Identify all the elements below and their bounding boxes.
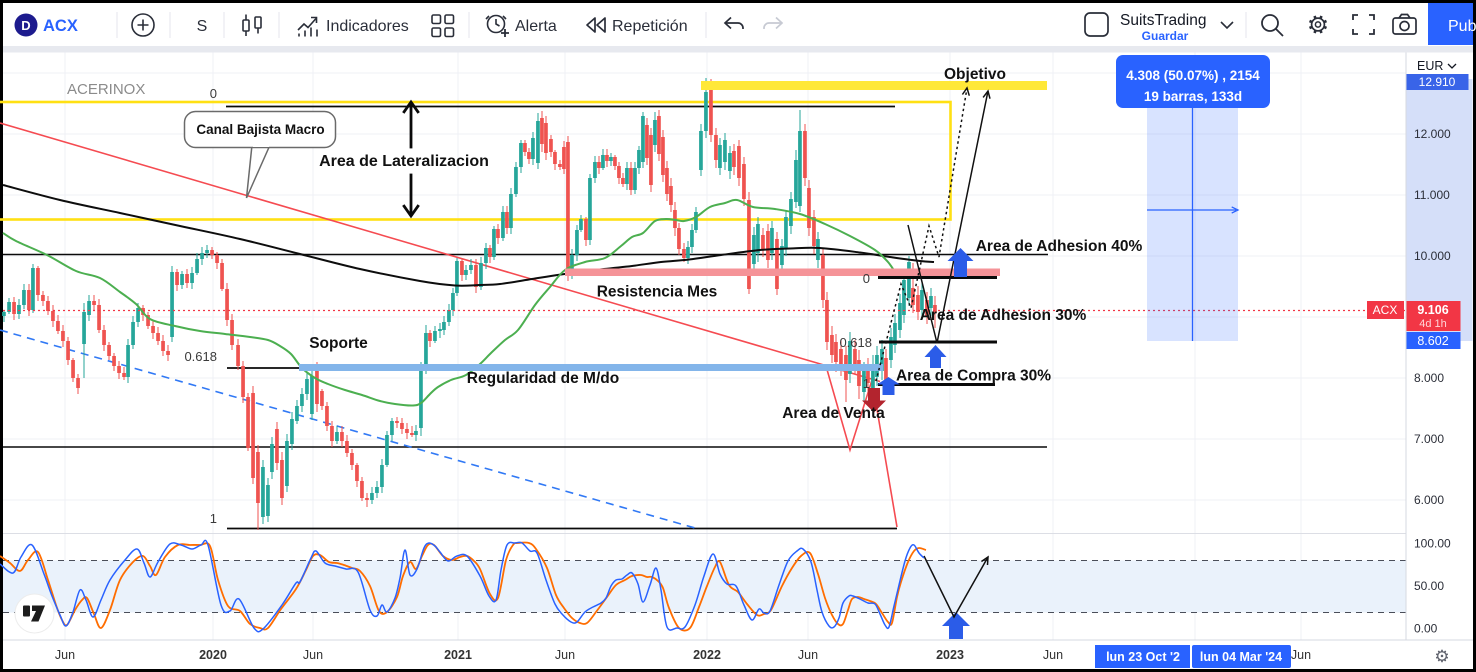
svg-text:9.106: 9.106 xyxy=(1417,303,1448,317)
svg-text:Jun: Jun xyxy=(303,648,323,662)
svg-text:0.618: 0.618 xyxy=(839,335,872,350)
svg-text:Jun: Jun xyxy=(1043,648,1063,662)
svg-text:ACX: ACX xyxy=(1373,303,1398,317)
svg-text:2021: 2021 xyxy=(444,648,472,662)
svg-text:4.308 (50.07%) , 2154: 4.308 (50.07%) , 2154 xyxy=(1126,68,1260,83)
svg-text:D: D xyxy=(21,18,30,33)
svg-text:8.000: 8.000 xyxy=(1414,371,1444,385)
svg-text:8.602: 8.602 xyxy=(1417,334,1448,348)
svg-text:Canal Bajista Macro: Canal Bajista Macro xyxy=(196,122,324,137)
svg-text:Regularidad de M/do: Regularidad de M/do xyxy=(467,370,619,387)
svg-text:19 barras, 133d: 19 barras, 133d xyxy=(1144,89,1242,104)
svg-text:0: 0 xyxy=(863,271,870,286)
svg-text:lun 23 Oct '2: lun 23 Oct '2 xyxy=(1106,650,1180,664)
svg-text:50.00: 50.00 xyxy=(1414,579,1444,593)
svg-text:Jun: Jun xyxy=(55,648,75,662)
svg-text:Soporte: Soporte xyxy=(309,335,368,352)
svg-text:0.00: 0.00 xyxy=(1414,622,1438,636)
svg-text:Alerta: Alerta xyxy=(515,18,557,35)
svg-text:Area de Lateralizacion: Area de Lateralizacion xyxy=(319,153,489,170)
svg-text:⚙: ⚙ xyxy=(1434,647,1449,666)
svg-text:Indicadores: Indicadores xyxy=(326,18,409,35)
svg-text:4d 1h: 4d 1h xyxy=(1419,318,1447,330)
svg-text:7.000: 7.000 xyxy=(1414,432,1444,446)
svg-text:Resistencia Mes: Resistencia Mes xyxy=(597,284,718,301)
svg-text:Objetivo: Objetivo xyxy=(944,66,1006,83)
svg-text:6.000: 6.000 xyxy=(1414,493,1444,507)
svg-text:S: S xyxy=(197,18,208,35)
svg-text:2020: 2020 xyxy=(199,648,227,662)
svg-text:2022: 2022 xyxy=(693,648,721,662)
svg-text:EUR: EUR xyxy=(1417,59,1443,73)
svg-text:ACERINOX: ACERINOX xyxy=(67,81,145,98)
svg-text:Area de Venta: Area de Venta xyxy=(782,405,885,422)
svg-text:Jun: Jun xyxy=(798,648,818,662)
svg-text:Jun: Jun xyxy=(555,648,575,662)
svg-text:Area de Adhesion 30%: Area de Adhesion 30% xyxy=(920,307,1087,324)
svg-text:Area de Compra 30%: Area de Compra 30% xyxy=(896,368,1051,385)
svg-text:100.00: 100.00 xyxy=(1414,537,1451,551)
svg-text:ACX: ACX xyxy=(43,17,78,35)
svg-text:Guardar: Guardar xyxy=(1142,29,1189,43)
svg-text:2023: 2023 xyxy=(936,648,964,662)
svg-text:1: 1 xyxy=(863,376,870,391)
svg-text:12.000: 12.000 xyxy=(1414,127,1451,141)
svg-text:11.000: 11.000 xyxy=(1414,188,1450,202)
svg-text:Jun: Jun xyxy=(1291,648,1311,662)
svg-text:12.910: 12.910 xyxy=(1419,75,1456,89)
svg-text:0.618: 0.618 xyxy=(184,349,217,364)
svg-text:Area de Adhesion 40%: Area de Adhesion 40% xyxy=(976,238,1143,255)
svg-text:0: 0 xyxy=(210,86,217,101)
svg-text:SuitsTrading: SuitsTrading xyxy=(1120,12,1206,29)
svg-text:1: 1 xyxy=(210,511,217,526)
svg-text:10.000: 10.000 xyxy=(1414,249,1451,263)
svg-text:Pub: Pub xyxy=(1448,18,1476,35)
svg-text:Repetición: Repetición xyxy=(612,18,688,35)
svg-text:lun 04 Mar '24: lun 04 Mar '24 xyxy=(1200,650,1282,664)
